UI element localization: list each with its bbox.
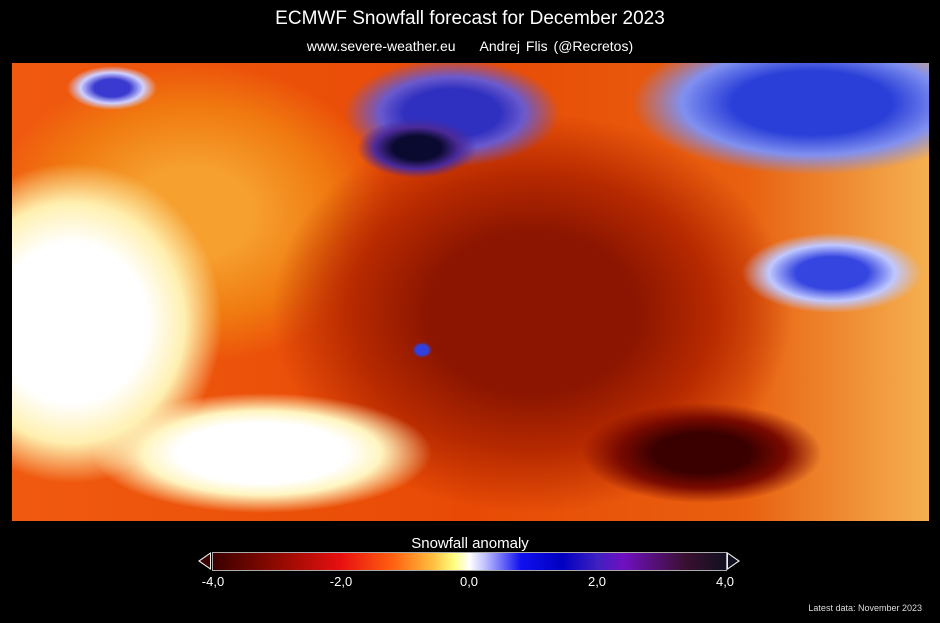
colorbar-tick-label: 4,0	[715, 574, 735, 589]
data-date-note: Latest data: November 2023	[808, 603, 922, 613]
colorbar-tick-label: 0,0	[459, 574, 479, 589]
colorbar-title: Snowfall anomaly	[411, 535, 529, 552]
colorbar-tick-label: -2,0	[329, 574, 353, 589]
website-credit: www.severe-weather.eu	[306, 38, 456, 54]
colorbar-min-arrow	[198, 552, 211, 570]
subtitle: www.severe-weather.eu Andrej Flis (@Recre…	[0, 38, 940, 54]
snowfall-anomaly-map	[12, 63, 929, 521]
colorbar-max-arrow	[727, 552, 740, 570]
colorbar-tick-label: 2,0	[587, 574, 607, 589]
chart-title: ECMWF Snowfall forecast for December 202…	[275, 8, 665, 29]
colorbar	[212, 552, 727, 571]
colorbar-tick-label: -4,0	[201, 574, 225, 589]
author-credit: Andrej Flis (@Recretos)	[479, 38, 634, 54]
